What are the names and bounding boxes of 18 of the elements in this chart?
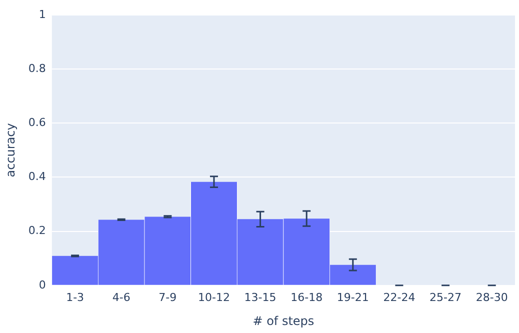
y-tick-label: 0.8	[28, 62, 46, 75]
y-tick-label: 0	[38, 278, 46, 292]
x-tick-label: 7-9	[158, 290, 177, 304]
x-axis-title: # of steps	[252, 314, 314, 328]
y-tick-label: 1	[38, 8, 46, 21]
x-tick-label: 22-24	[383, 290, 416, 304]
x-tick-label: 1-3	[66, 290, 84, 304]
y-axis-title: accuracy	[3, 123, 18, 178]
x-tick-label: 25-27	[430, 290, 462, 304]
x-tick-label: 28-30	[476, 290, 508, 304]
y-tick-label: 0.6	[28, 116, 46, 130]
y-tick-label: 0.2	[28, 224, 46, 238]
y-tick-label: 0.4	[28, 170, 46, 184]
x-tick-label: 19-21	[336, 290, 369, 304]
x-tick-label: 16-18	[290, 290, 323, 304]
x-tick-label: 4-6	[112, 290, 130, 304]
x-tick-label: 10-12	[198, 290, 230, 304]
x-tick-label: 13-15	[244, 290, 276, 304]
